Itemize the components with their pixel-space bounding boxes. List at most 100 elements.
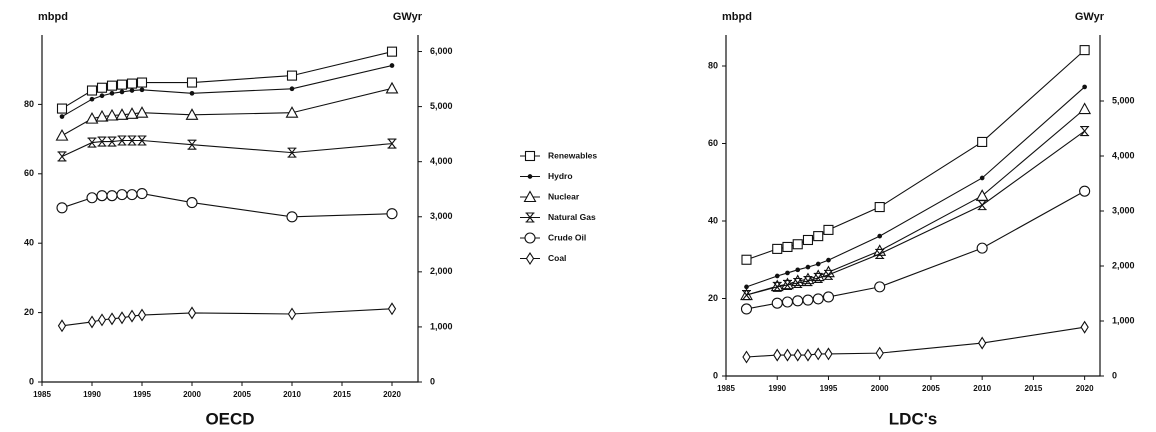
marker — [877, 233, 883, 239]
marker — [823, 269, 833, 280]
marker — [771, 297, 783, 309]
y-tick-label: 20 — [708, 293, 718, 303]
y-tick-label: 0 — [29, 376, 34, 386]
marker — [793, 277, 803, 289]
y-tick-label: 60 — [24, 168, 34, 178]
x-tick-label: 2005 — [233, 390, 251, 399]
marker — [139, 87, 145, 93]
y-axis-label: mbpd — [38, 11, 68, 23]
marker — [824, 347, 833, 361]
marker — [803, 348, 813, 362]
marker — [85, 111, 99, 124]
marker — [95, 109, 109, 122]
x-tick-label: 2015 — [333, 390, 351, 399]
y-axis-label: mbpd — [722, 11, 752, 23]
marker — [875, 346, 884, 360]
marker — [803, 276, 813, 287]
marker — [741, 289, 751, 301]
marker — [185, 108, 199, 120]
y-tick-label: 0 — [713, 370, 718, 380]
legend-label: Natural Gas — [548, 212, 596, 222]
y2-axis-label: GWyr — [1075, 11, 1105, 23]
marker — [389, 63, 395, 68]
legend-label: Crude Oil — [548, 232, 586, 242]
marker — [89, 96, 95, 102]
marker — [129, 88, 135, 93]
marker — [773, 348, 782, 362]
marker — [56, 103, 68, 114]
marker — [107, 136, 117, 147]
y-tick-label: 60 — [708, 138, 718, 148]
marker — [1079, 185, 1091, 197]
series-line — [61, 139, 393, 157]
marker — [1080, 320, 1089, 334]
marker — [781, 296, 794, 308]
marker — [87, 315, 97, 329]
marker — [117, 311, 127, 325]
marker — [57, 319, 67, 333]
y-tick-label: 20 — [24, 307, 34, 317]
marker — [386, 46, 398, 57]
x-tick-label: 1990 — [83, 390, 101, 399]
marker — [1080, 126, 1090, 137]
marker — [287, 307, 297, 321]
marker — [792, 295, 804, 307]
marker — [116, 79, 128, 90]
marker — [782, 279, 792, 290]
x-tick-label: 1995 — [820, 384, 838, 393]
series-line — [746, 86, 1085, 288]
marker — [385, 81, 399, 94]
x-tick-label: 2005 — [922, 384, 940, 393]
marker — [792, 239, 803, 250]
marker — [87, 137, 97, 148]
marker — [772, 281, 782, 292]
y2-tick-label: 0 — [430, 376, 435, 386]
marker — [119, 89, 125, 95]
marker — [875, 248, 885, 259]
marker — [387, 138, 397, 149]
marker — [106, 190, 118, 202]
x-tick-label: 2020 — [1076, 384, 1094, 393]
marker — [126, 78, 138, 89]
y2-tick-label: 5,000 — [430, 101, 453, 111]
legend-marker — [524, 150, 536, 162]
marker — [774, 273, 780, 279]
marker — [813, 231, 824, 242]
y-tick-label: 40 — [24, 238, 34, 248]
marker — [127, 135, 137, 146]
x-tick-label: 2000 — [871, 384, 889, 393]
marker — [56, 202, 68, 214]
y2-tick-label: 3,000 — [1112, 205, 1135, 215]
series-line — [746, 130, 1085, 296]
marker — [136, 188, 148, 200]
marker — [740, 303, 753, 315]
marker — [978, 336, 987, 350]
series-line — [61, 308, 393, 327]
marker — [826, 257, 831, 263]
legend-marker — [525, 212, 535, 223]
marker — [811, 269, 825, 282]
marker — [127, 309, 137, 323]
marker — [117, 135, 127, 146]
marker — [975, 189, 989, 201]
legend-marker — [524, 232, 536, 244]
marker — [289, 86, 295, 92]
y2-tick-label: 2,000 — [1112, 260, 1135, 270]
marker — [977, 200, 987, 211]
legend-marker — [525, 251, 535, 266]
marker — [96, 82, 108, 93]
marker — [186, 77, 198, 88]
marker — [285, 106, 299, 118]
marker — [979, 175, 985, 181]
marker — [802, 234, 814, 246]
marker — [137, 135, 147, 146]
y2-tick-label: 3,000 — [430, 211, 453, 221]
y2-axis-label: GWyr — [393, 11, 423, 23]
chart-title: LDC's — [889, 409, 937, 428]
marker — [781, 277, 794, 290]
marker — [793, 348, 802, 362]
marker — [977, 136, 988, 147]
x-tick-label: 2010 — [973, 384, 991, 393]
y-tick-label: 40 — [708, 215, 718, 225]
